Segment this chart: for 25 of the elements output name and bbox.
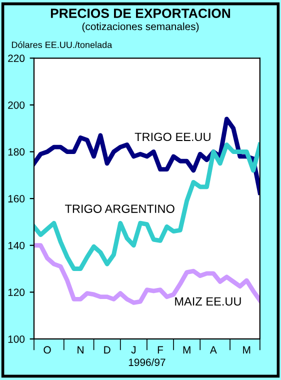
series-label: MAIZ EE.UU (175, 297, 241, 306)
x-tick-label: N (78, 346, 84, 354)
line-series (34, 142, 260, 271)
y-tick-label: 140 (8, 242, 25, 250)
y-tick-label: 160 (8, 195, 25, 202)
x-tick-label: J (131, 346, 136, 354)
x-tick-label: F (158, 346, 164, 354)
y-tick-label: 100 (8, 335, 25, 343)
line-series (34, 116, 260, 195)
x-axis-title: 1996/97 (128, 358, 166, 366)
y-tick-label: 200 (8, 101, 25, 109)
x-tick-label: D (104, 346, 110, 354)
x-tick-label: M (183, 346, 190, 354)
x-tick-label: O (44, 346, 51, 354)
chart-subtitle: (cotizaciones semanales) (82, 22, 199, 32)
x-tick-label: A (210, 346, 217, 354)
y-tick-label: 220 (8, 54, 25, 62)
series-label: TRIGO ARGENTINO (65, 204, 174, 213)
series-label: TRIGO EE.UU (134, 132, 210, 142)
y-tick-label: 180 (8, 148, 25, 156)
y-axis-title: Dólares EE.UU./tonelada (12, 41, 112, 48)
y-tick-label: 120 (8, 288, 25, 296)
x-tick-label: M (243, 346, 250, 354)
chart-title: PRECIOS DE EXPORTACION (50, 8, 230, 18)
line-series (34, 243, 260, 305)
